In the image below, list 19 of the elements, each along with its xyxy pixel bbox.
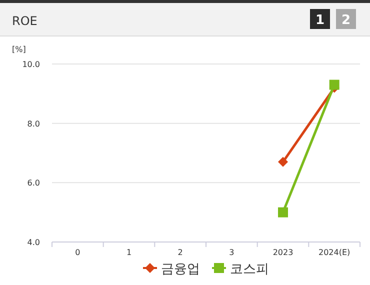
- chart-title: ROE: [12, 14, 38, 28]
- x-tick-label: 1: [126, 248, 132, 257]
- y-tick-label: 4.0: [27, 238, 40, 247]
- point: [278, 207, 288, 218]
- text: 1: [315, 13, 325, 28]
- point: [329, 80, 340, 90]
- y-axis-title: [%]: [12, 45, 26, 54]
- point: [278, 156, 288, 167]
- x-tick-label: 2023: [272, 248, 294, 257]
- x-tick-label: 2024(E): [318, 248, 350, 257]
- legend-label: 금융업: [161, 262, 200, 277]
- text: 2: [341, 13, 351, 28]
- y-tick-label: 10.0: [22, 60, 40, 69]
- y-tick-label: 8.0: [27, 119, 40, 128]
- x-tick-label: 3: [229, 248, 234, 257]
- legend-label: 코스피: [230, 262, 269, 277]
- x-tick-label: 2: [178, 248, 183, 257]
- y-tick-label: 6.0: [27, 178, 40, 188]
- x-tick-label: 0: [75, 248, 80, 257]
